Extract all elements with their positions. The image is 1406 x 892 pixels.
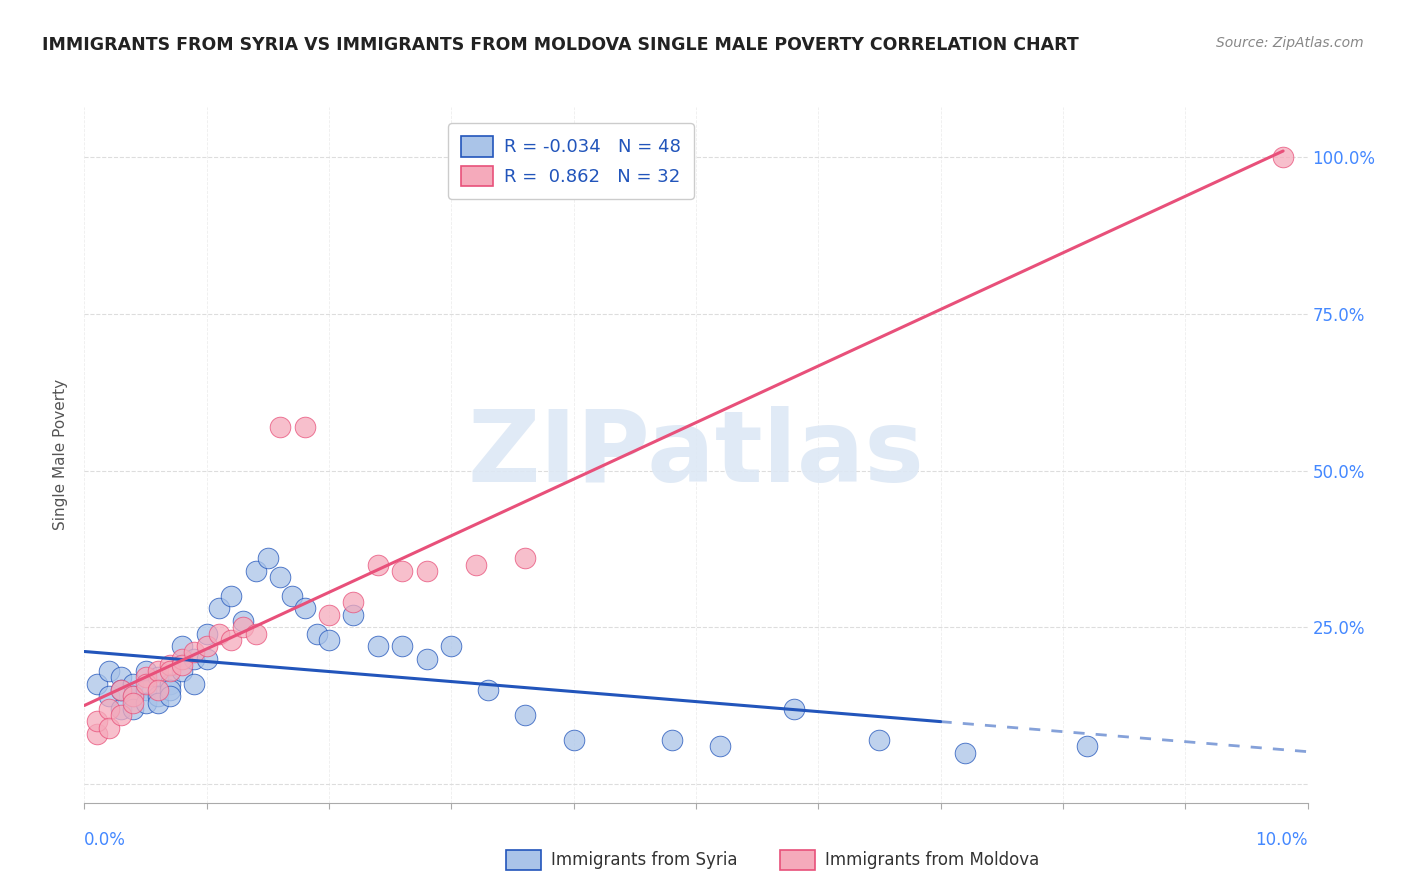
Point [97,690,120,704]
Point [318,632,340,647]
Point [661,733,683,747]
Point [86,727,108,741]
Point [97,664,120,678]
Point [342,595,364,609]
Point [391,639,413,653]
Point [110,683,132,698]
Text: ZIPatlas: ZIPatlas [468,407,924,503]
Point [208,626,231,640]
Point [110,670,132,684]
Point [232,614,254,628]
Point [146,664,169,678]
Text: IMMIGRANTS FROM SYRIA VS IMMIGRANTS FROM MOLDOVA SINGLE MALE POVERTY CORRELATION: IMMIGRANTS FROM SYRIA VS IMMIGRANTS FROM… [42,36,1078,54]
Point [110,708,132,723]
Point [135,696,157,710]
Point [257,551,280,566]
Point [122,676,145,690]
Point [709,739,731,754]
Point [294,601,316,615]
Point [342,607,364,622]
Point [97,702,120,716]
Point [416,564,439,578]
Point [135,670,157,684]
Point [269,419,291,434]
Point [416,651,439,665]
Point [219,589,242,603]
Point [122,690,145,704]
Point [86,676,108,690]
Point [208,601,231,615]
Point [367,558,389,572]
Point [232,620,254,634]
Point [172,639,194,653]
Point [183,645,205,659]
Point [294,419,316,434]
Point [172,651,194,665]
Point [172,657,194,672]
Point [110,683,132,698]
Point [440,639,463,653]
Point [269,570,291,584]
Point [245,564,267,578]
Point [86,714,108,729]
Point [159,657,181,672]
Point [110,702,132,716]
Point [562,733,585,747]
Point [122,690,145,704]
Point [391,564,413,578]
Text: Immigrants from Moldova: Immigrants from Moldova [825,851,1039,869]
Text: 0.0%: 0.0% [84,830,127,848]
Point [135,676,157,690]
Point [195,626,218,640]
Point [122,696,145,710]
Point [245,626,267,640]
Point [146,690,169,704]
Y-axis label: Single Male Poverty: Single Male Poverty [52,379,67,531]
Point [869,733,891,747]
Point [159,676,181,690]
Point [122,702,145,716]
Point [183,651,205,665]
Point [159,664,181,678]
Text: 10.0%: 10.0% [1256,830,1308,848]
Point [1076,739,1098,754]
Point [513,708,536,723]
Point [183,676,205,690]
Point [953,746,976,760]
Point [135,683,157,698]
Point [219,632,242,647]
Point [281,589,304,603]
Text: Source: ZipAtlas.com: Source: ZipAtlas.com [1216,36,1364,50]
Point [513,551,536,566]
Point [367,639,389,653]
Point [195,651,218,665]
Point [318,607,340,622]
Point [159,683,181,698]
Point [135,664,157,678]
Point [195,639,218,653]
Legend: R = -0.034   N = 48, R =  0.862   N = 32: R = -0.034 N = 48, R = 0.862 N = 32 [449,123,693,199]
Point [464,558,486,572]
Point [1272,150,1295,164]
Point [159,690,181,704]
Point [146,683,169,698]
Point [172,664,194,678]
Point [783,702,806,716]
Point [97,721,120,735]
Point [146,696,169,710]
Point [305,626,328,640]
Point [146,670,169,684]
Text: Immigrants from Syria: Immigrants from Syria [551,851,738,869]
Point [477,683,499,698]
